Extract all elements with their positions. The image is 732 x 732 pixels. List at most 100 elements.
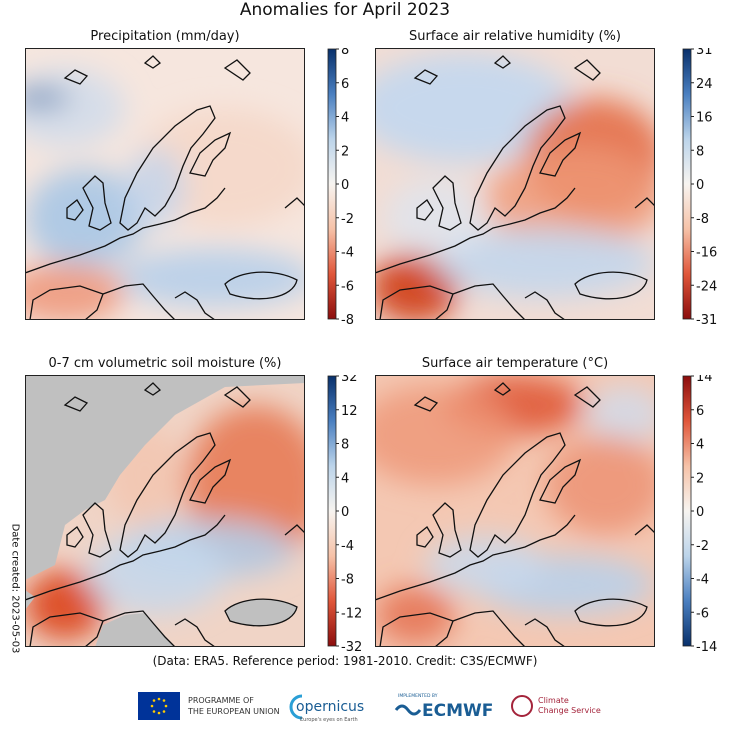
coastline: [82, 502, 112, 558]
colorbar-tick-label: 6: [696, 404, 704, 419]
colorbar-tick-label: -6: [341, 279, 354, 294]
colorbar-tick-label: 8: [696, 144, 704, 159]
ecmwf-impl: IMPLEMENTED BY: [398, 693, 438, 699]
colorbar-tick-label: 31: [696, 48, 713, 58]
eu-text: PROGRAMME OF: [188, 696, 254, 705]
ocean-mask: [25, 375, 305, 580]
coastline: [375, 514, 576, 601]
coastline: [493, 55, 512, 69]
colorbar-tick-label: 32: [341, 375, 358, 385]
panel-title: Surface air relative humidity (%): [409, 29, 621, 44]
coastline: [539, 131, 582, 177]
colorbar-tick-label: -14: [696, 640, 717, 655]
coastline: [375, 187, 576, 274]
coastline: [63, 396, 89, 412]
anomaly-area: [545, 435, 655, 535]
map: [375, 375, 655, 647]
ecmwf-mark: [394, 704, 422, 716]
colorbar-tick-label: -2: [341, 212, 354, 227]
colorbar-tick-label: 8: [341, 48, 349, 58]
c3s-text: Climate: [538, 696, 569, 705]
coastline: [102, 283, 176, 320]
coastline: [223, 386, 251, 408]
coastline: [25, 514, 226, 601]
anomaly-field: [375, 375, 655, 645]
anomaly-area: [585, 385, 655, 445]
coastline: [223, 59, 251, 81]
colorbar-tick-label: 8: [341, 438, 349, 453]
anomaly-area: [385, 178, 485, 258]
map-frame: [25, 375, 305, 647]
coastline: [284, 197, 305, 209]
coastline: [573, 386, 601, 408]
anomaly-area: [25, 570, 105, 640]
colorbar-tick-label: 6: [341, 77, 349, 92]
coastline: [469, 105, 566, 231]
anomaly-area: [425, 535, 545, 595]
coastline: [493, 382, 512, 396]
eu-text: THE EUROPEAN UNION: [187, 707, 280, 716]
map: [25, 375, 305, 647]
anomaly-area: [25, 90, 70, 106]
copernicus-mark: [289, 694, 303, 720]
coastline: [416, 526, 434, 548]
colorbar-bar: [682, 375, 692, 647]
coastline: [452, 283, 526, 320]
coastline: [174, 291, 216, 320]
colorbar-tick-label: 0: [341, 505, 349, 520]
colorbar-tick-label: 0: [341, 178, 349, 193]
anomaly-area: [375, 385, 515, 485]
colorbar-tick-label: -4: [341, 246, 354, 261]
map-field: [375, 48, 655, 320]
eu-flag: [138, 692, 180, 720]
map-frame: [375, 48, 655, 320]
anomaly-area: [25, 168, 145, 268]
coastline: [82, 175, 112, 231]
anomaly-area: [25, 263, 125, 320]
colorbar-tick-label: -8: [341, 573, 354, 588]
ecmwf-text: ECMWF: [422, 701, 493, 721]
coastline: [66, 199, 84, 221]
colorbar-tick-label: -2: [696, 539, 709, 554]
coastline: [379, 285, 454, 320]
colorbar-bar: [682, 48, 692, 320]
coastline: [143, 55, 162, 69]
colorbar-tick-label: 4: [696, 438, 704, 453]
colorbar-tick-label: 4: [341, 471, 349, 486]
coastline: [524, 291, 566, 320]
coastline: [574, 271, 648, 300]
coastline: [189, 458, 232, 504]
colorbar-tick-label: 16: [696, 111, 713, 126]
copernicus-tagline: Europe's eyes on Earth: [300, 717, 358, 723]
colorbar-bar: [327, 375, 337, 647]
panel-title: 0-7 cm volumetric soil moisture (%): [48, 356, 282, 371]
anomaly-area: [85, 535, 225, 615]
coastline: [284, 524, 305, 536]
anomaly-area: [435, 228, 655, 298]
eu-stars: [150, 697, 168, 715]
colorbar-tick-label: -8: [696, 212, 709, 227]
colorbar-tick-label: 0: [696, 178, 704, 193]
coastline: [634, 524, 655, 536]
colorbar-tick-label: 2: [341, 144, 349, 159]
date-created: Date created: 2023-05-03: [9, 523, 21, 654]
coastline: [66, 526, 84, 548]
coastline: [174, 618, 216, 647]
coastline: [119, 432, 216, 558]
coastline: [539, 458, 582, 504]
colorbar-tick-label: -4: [696, 573, 709, 588]
colorbar-tick-label: -4: [341, 539, 354, 554]
coastline: [25, 187, 226, 274]
colorbar-tick-label: -24: [696, 279, 717, 294]
coastline: [469, 432, 566, 558]
map-frame: [25, 48, 305, 320]
map-field: [25, 48, 305, 320]
colorbar-tick-label: 24: [696, 77, 713, 92]
anomaly-area: [25, 68, 125, 148]
caption: (Data: ERA5. Reference period: 1981-2010…: [152, 654, 538, 668]
colorbar-tick-label: 2: [696, 471, 704, 486]
panel-title: Precipitation (mm/day): [90, 29, 240, 44]
anomaly-area: [485, 148, 655, 248]
coastline: [432, 502, 462, 558]
